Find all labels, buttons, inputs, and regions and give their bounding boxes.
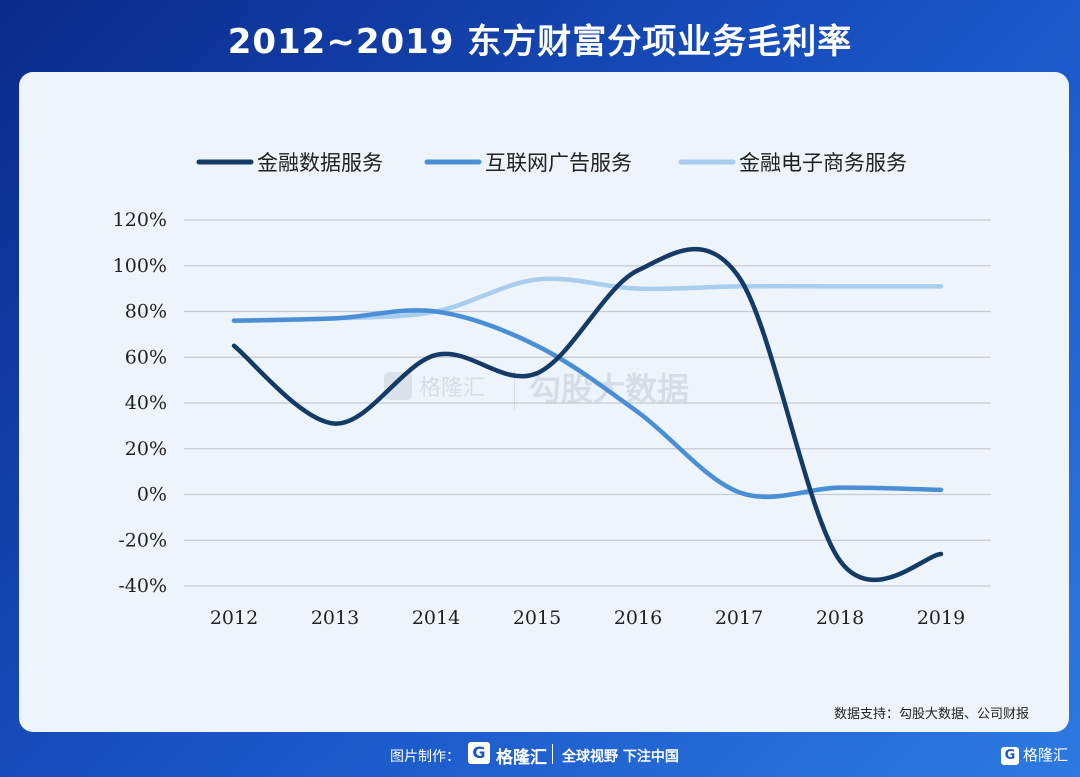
watermark-brand: 格隆汇 bbox=[419, 376, 485, 401]
y-tick-label: 0% bbox=[137, 484, 167, 506]
y-tick-label: 40% bbox=[125, 392, 167, 414]
x-tick-label: 2019 bbox=[917, 607, 965, 629]
y-tick-label: 100% bbox=[113, 255, 167, 277]
footer: 图片制作： G 格隆汇 全球视野 下注中国 bbox=[0, 740, 1080, 770]
y-tick-label: -20% bbox=[118, 529, 167, 551]
footer-credit: 图片制作： bbox=[390, 749, 460, 765]
line-chart: 120% 100% 80% 60% 40% 20% 0% -20% -40% 2012 2013 2… bbox=[113, 151, 991, 629]
y-tick-label: 20% bbox=[125, 438, 167, 460]
corner-logo-icon: G bbox=[1000, 746, 1019, 765]
footer-divider bbox=[552, 744, 553, 764]
y-tick-label: 120% bbox=[113, 209, 167, 231]
y-tick-label: 80% bbox=[125, 301, 167, 323]
x-tick-label: 2014 bbox=[412, 607, 460, 629]
x-tick-label: 2015 bbox=[513, 607, 561, 629]
x-tick-label: 2013 bbox=[311, 607, 359, 629]
x-tick-label: 2012 bbox=[210, 607, 258, 629]
page-title: 2012~2019 东方财富分项业务毛利率 bbox=[227, 22, 853, 62]
x-tick-label: 2017 bbox=[715, 607, 763, 629]
footer-slogan: 全球视野 下注中国 bbox=[562, 749, 679, 765]
legend-label: 互联网广告服务 bbox=[485, 151, 632, 175]
corner-logo: G 格隆汇 bbox=[1000, 744, 1068, 765]
y-tick-label: 60% bbox=[125, 346, 167, 368]
x-tick-label: 2016 bbox=[614, 607, 662, 629]
series-line-1 bbox=[231, 246, 944, 583]
watermark-divider bbox=[514, 370, 515, 410]
watermark-logo-icon bbox=[384, 372, 412, 400]
chart-panel: 120% 100% 80% 60% 40% 20% 0% -20% -40% 2012 2013 2… bbox=[19, 72, 1069, 732]
footer-logo-icon: G bbox=[468, 742, 490, 764]
series-line-3 bbox=[231, 276, 944, 323]
corner-logo-text: 格隆汇 bbox=[1022, 746, 1068, 764]
x-tick-label: 2018 bbox=[816, 607, 864, 629]
legend-label: 金融数据服务 bbox=[257, 151, 383, 175]
footer-brand: 格隆汇 bbox=[496, 748, 547, 768]
legend-label: 金融电子商务服务 bbox=[739, 151, 907, 175]
series-line-2 bbox=[231, 308, 944, 500]
y-tick-label: -40% bbox=[118, 575, 167, 597]
data-source: 数据支持：勾股大数据、公司财报 bbox=[833, 707, 1029, 722]
